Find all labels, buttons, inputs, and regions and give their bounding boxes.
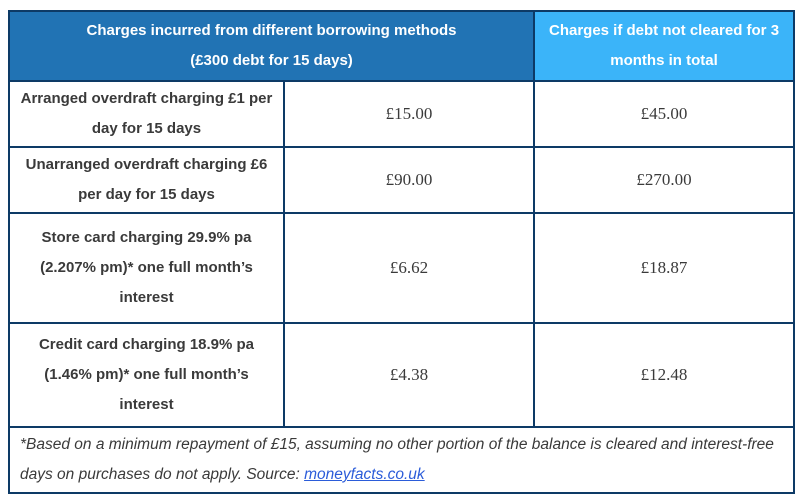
charge-3-months-value: £18.87 (533, 212, 796, 324)
charge-15-days-value: £15.00 (282, 80, 536, 148)
table-row-store-card: Store card charging 29.9% pa (2.207% pm)… (8, 212, 796, 324)
row-label: Arranged overdraft charging £1 per day f… (8, 80, 285, 148)
charge-3-months-value: £45.00 (533, 80, 796, 148)
footnote-text: *Based on a minimum repayment of £15, as… (20, 436, 774, 483)
borrowing-charges-table-container: Charges incurred from different borrowin… (7, 10, 796, 494)
charge-15-days-value: £90.00 (282, 146, 536, 214)
table-row-unarranged-overdraft: Unarranged overdraft charging £6 per day… (8, 146, 796, 214)
col-header-borrowing-methods-line1: Charges incurred from different borrowin… (86, 22, 457, 39)
footnote-row: *Based on a minimum repayment of £15, as… (7, 426, 796, 494)
row-label: Store card charging 29.9% pa (2.207% pm)… (8, 212, 285, 324)
charge-15-days-value: £6.62 (282, 212, 536, 324)
table-row-credit-card: Credit card charging 18.9% pa (1.46% pm)… (8, 322, 796, 428)
row-label: Credit card charging 18.9% pa (1.46% pm)… (8, 322, 285, 428)
col-header-borrowing-methods: Charges incurred from different borrowin… (7, 10, 536, 82)
footnote: *Based on a minimum repayment of £15, as… (7, 426, 796, 494)
borrowing-charges-table: Charges incurred from different borrowin… (7, 10, 796, 494)
moneyfacts-link[interactable]: moneyfacts.co.uk (304, 466, 425, 483)
row-label: Unarranged overdraft charging £6 per day… (8, 146, 285, 214)
col-header-3-months: Charges if debt not cleared for 3 months… (533, 10, 796, 82)
header-row: Charges incurred from different borrowin… (7, 10, 796, 82)
col-header-borrowing-methods-line2: (£300 debt for 15 days) (190, 52, 353, 69)
charge-15-days-value: £4.38 (282, 322, 536, 428)
charge-3-months-value: £12.48 (533, 322, 796, 428)
table-row-arranged-overdraft: Arranged overdraft charging £1 per day f… (8, 80, 796, 148)
charge-3-months-value: £270.00 (533, 146, 796, 214)
